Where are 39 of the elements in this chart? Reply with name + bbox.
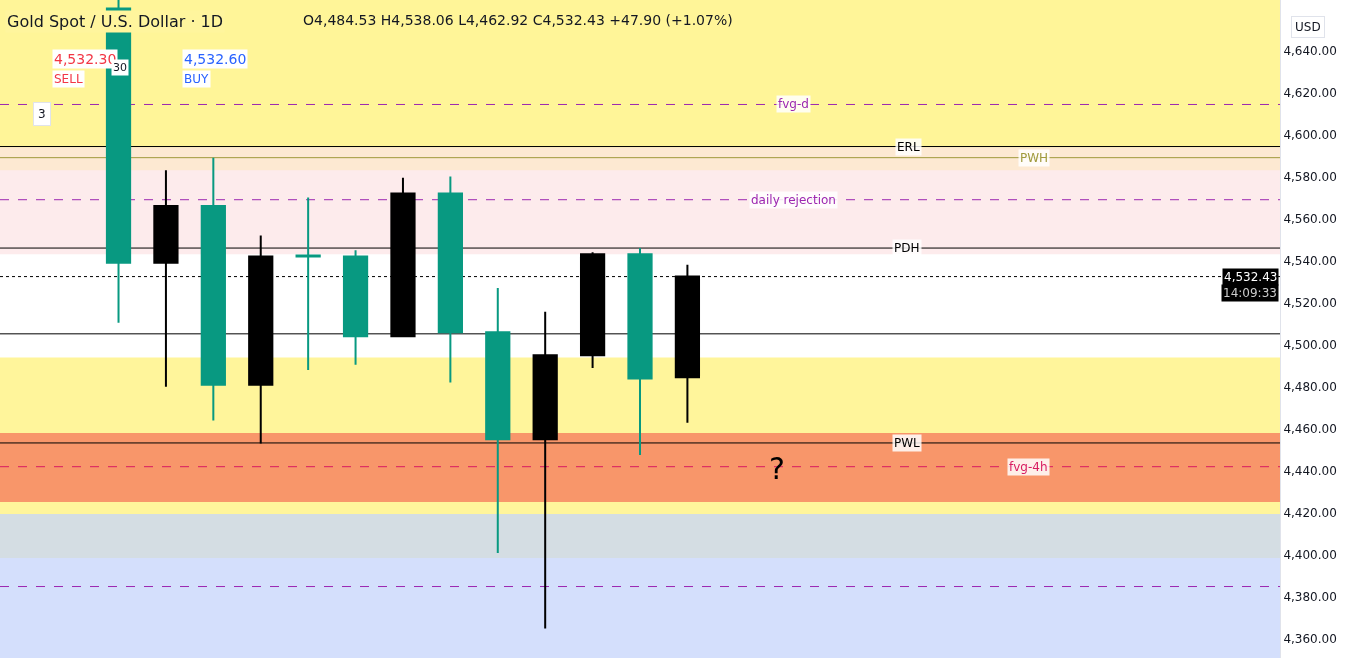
ref-line-label: fvg-d	[778, 97, 809, 111]
y-tick-label: 4,640.00	[1283, 43, 1337, 58]
annotation: 14:09:33	[1223, 286, 1277, 300]
ref-line-label: PDH	[894, 241, 920, 255]
y-tick-label: 4,580.00	[1283, 169, 1337, 184]
y-tick-label: 4,520.00	[1283, 295, 1337, 310]
annotation: 30	[113, 61, 127, 74]
ref-line-label: PWH	[1020, 151, 1049, 165]
y-tick-label: 4,480.00	[1283, 380, 1337, 395]
ref-line-label: ERL	[897, 140, 920, 154]
y-tick-label: 4,540.00	[1283, 253, 1337, 268]
y-tick-label: 4,500.00	[1283, 337, 1337, 352]
annotation: 4,532.43	[1224, 270, 1278, 284]
y-tick-label: 4,400.00	[1283, 548, 1337, 563]
annotation: SELL	[54, 72, 83, 86]
candlestick	[295, 196, 321, 371]
y-tick-label: 4,460.00	[1283, 422, 1337, 437]
annotation: 3	[38, 107, 46, 121]
y-tick-label: 4,360.00	[1283, 632, 1337, 647]
candlestick	[437, 175, 463, 384]
ref-line-label: daily rejection	[751, 193, 836, 207]
annotation: O4,484.53 H4,538.06 L4,462.92 C4,532.43 +47.90 (+1.07%)	[303, 12, 733, 28]
y-tick-label: 4,560.00	[1283, 211, 1337, 226]
y-tick-label: 4,600.00	[1283, 127, 1337, 142]
ref-line-label: fvg-4h	[1009, 460, 1048, 474]
candlestick	[342, 249, 369, 366]
y-tick-label: 4,420.00	[1283, 506, 1337, 521]
y-tick-label: 4,440.00	[1283, 464, 1337, 479]
y-tick-label: 4,620.00	[1283, 85, 1337, 100]
ref-line-label: PWL	[894, 436, 921, 450]
candlestick	[485, 287, 511, 554]
candlestick	[627, 247, 653, 456]
text: USD	[1295, 20, 1321, 34]
y-tick-label: 4,380.00	[1283, 590, 1337, 605]
text: Gold Spot / U.S. Dollar · 1D	[7, 12, 224, 31]
annotation: BUY	[184, 72, 210, 86]
annotation: ?	[769, 451, 785, 486]
candlestick	[200, 156, 226, 422]
annotation: 4,532.60	[184, 51, 247, 67]
